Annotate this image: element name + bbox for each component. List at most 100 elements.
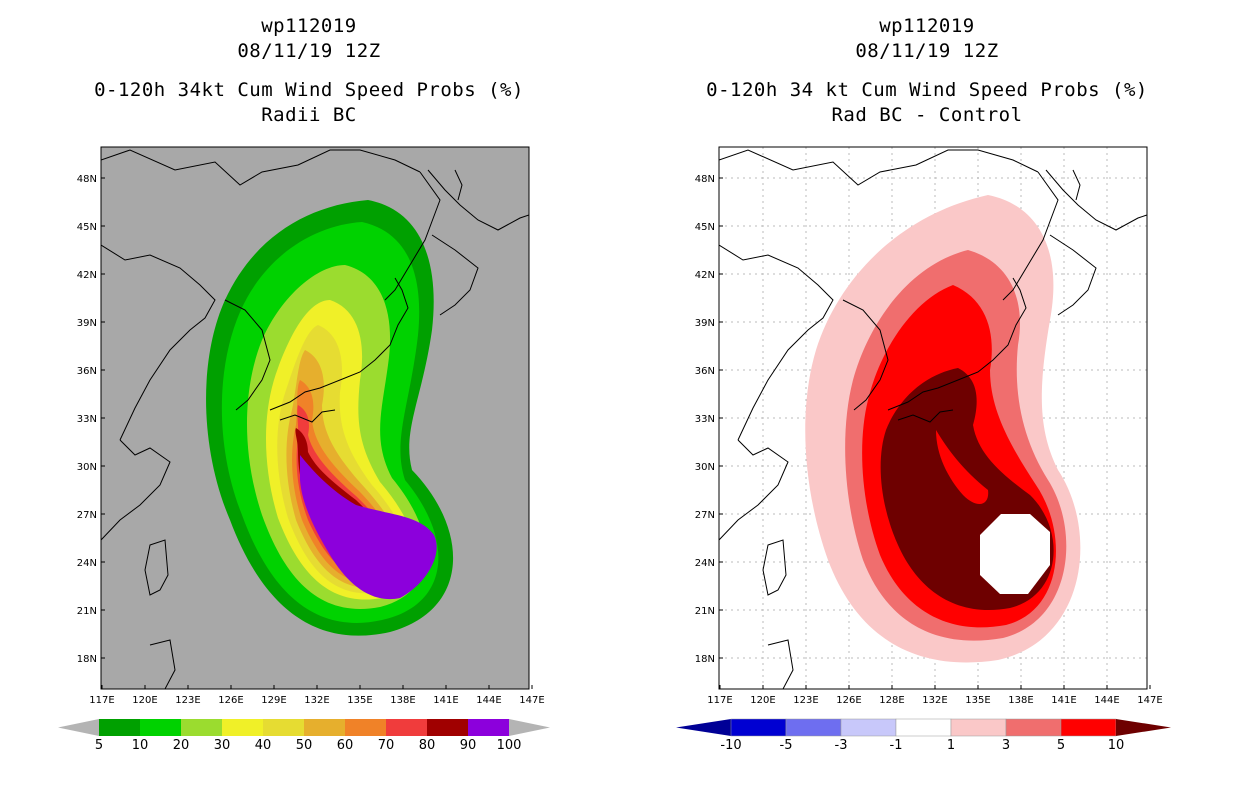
lat-label: 33N: [77, 414, 97, 425]
lat-label: 27N: [695, 510, 715, 521]
colorbar-swatch: [222, 719, 263, 736]
colorbar-label: -1: [890, 738, 903, 753]
lon-label: 120E: [750, 695, 775, 706]
left-lat-labels: 48N 45N 42N 39N 36N 33N 30N 27N 24N 21N 18N: [77, 174, 105, 665]
colorbar-swatch: [730, 718, 787, 737]
colorbar-label: 60: [337, 738, 354, 753]
lon-label: 144E: [476, 695, 501, 706]
lon-label: 126E: [836, 695, 861, 706]
colorbar-swatch: [1005, 718, 1062, 737]
lat-label: 48N: [77, 174, 97, 185]
colorbar-swatch: [140, 719, 181, 736]
colorbar-label: 50: [296, 738, 313, 753]
colorbar-swatch: [840, 718, 897, 737]
colorbar-swatch: [181, 719, 222, 736]
right-storm-id: wp112019: [879, 15, 975, 37]
lon-label: 117E: [89, 695, 114, 706]
lat-label: 42N: [77, 270, 97, 281]
lon-label: 123E: [793, 695, 818, 706]
lon-label: 138E: [1008, 695, 1033, 706]
colorbar-label: 40: [255, 738, 272, 753]
left-subtitle: Radii BC: [261, 104, 357, 126]
lat-label: 33N: [695, 414, 715, 425]
colorbar-label: 100: [497, 738, 522, 753]
colorbar-label: 20: [173, 738, 190, 753]
lon-label: 132E: [304, 695, 329, 706]
right-coastlines: [719, 149, 1147, 689]
colorbar-label: 30: [214, 738, 231, 753]
colorbar-swatch: [304, 719, 345, 736]
lat-label: 21N: [695, 606, 715, 617]
colorbar-label: 1: [947, 738, 955, 753]
left-product-title: 0-120h 34kt Cum Wind Speed Probs (%): [94, 79, 524, 101]
left-colorbar: 5 10 20 30 40 50 60 70 80 90 100: [58, 719, 550, 753]
right-titles: wp112019 08/11/19 12Z 0-120h 34 kt Cum W…: [618, 14, 1236, 128]
colorbar-label: -3: [835, 738, 848, 753]
lat-label: 18N: [695, 654, 715, 665]
lon-label: 147E: [1137, 695, 1162, 706]
lat-label: 39N: [77, 318, 97, 329]
colorbar-label: 90: [460, 738, 477, 753]
lat-label: 42N: [695, 270, 715, 281]
lon-label: 132E: [922, 695, 947, 706]
colorbar-label: 70: [378, 738, 395, 753]
colorbar-label: 80: [419, 738, 436, 753]
lon-label: 141E: [433, 695, 458, 706]
left-probability-shading: [206, 200, 454, 636]
colorbar-swatch: [263, 719, 304, 736]
right-subtitle: Rad BC - Control: [831, 104, 1023, 126]
right-colorbar: -10 -5 -3 -1 1 3 5 10: [676, 718, 1171, 753]
colorbar-label: 3: [1002, 738, 1010, 753]
lat-label: 30N: [695, 462, 715, 473]
lon-label: 120E: [132, 695, 157, 706]
lon-label: 128E: [879, 695, 904, 706]
right-product-title: 0-120h 34 kt Cum Wind Speed Probs (%): [706, 79, 1148, 101]
colorbar-label: 5: [95, 738, 103, 753]
right-panel: wp112019 08/11/19 12Z 0-120h 34 kt Cum W…: [618, 0, 1236, 800]
left-panel: wp112019 08/11/19 12Z 0-120h 34kt Cum Wi…: [58, 15, 550, 753]
left-coastlines: [101, 149, 529, 689]
lon-label: 123E: [175, 695, 200, 706]
lat-label: 21N: [77, 606, 97, 617]
lon-label: 144E: [1094, 695, 1119, 706]
left-storm-id: wp112019: [261, 15, 357, 37]
colorbar-label: 10: [132, 738, 149, 753]
lat-label: 36N: [695, 366, 715, 377]
colorbar-label: -5: [780, 738, 793, 753]
lon-label: 138E: [390, 695, 415, 706]
colorbar-swatch: [785, 718, 842, 737]
colorbar-low-arrow: [676, 719, 731, 736]
lat-label: 24N: [695, 558, 715, 569]
lat-label: 18N: [77, 654, 97, 665]
colorbar-high-arrow: [509, 719, 550, 736]
right-difference-shading: [805, 195, 1081, 663]
left-map: 48N 45N 42N 39N 36N 33N 30N 27N 24N 21N 18N 117E 12…: [58, 146, 550, 753]
lat-label: 30N: [77, 462, 97, 473]
colorbar-label: 5: [1057, 738, 1065, 753]
colorbar-swatch: [468, 719, 509, 736]
lat-label: 36N: [77, 366, 97, 377]
colorbar-swatch: [99, 719, 140, 736]
left-lon-labels: 117E 120E 123E 126E 129E 132E 135E 138E 141E 144E…: [89, 685, 545, 706]
colorbar-swatch: [1060, 718, 1117, 737]
lat-label: 39N: [695, 318, 715, 329]
right-map: 48N 45N 42N 39N 36N 33N 30N 27N 24N 21N 18N 117E 12…: [676, 146, 1171, 753]
colorbar-swatch: [386, 719, 427, 736]
lon-label: 129E: [261, 695, 286, 706]
colorbar-swatch: [427, 719, 468, 736]
colorbar-high-arrow: [1116, 719, 1171, 736]
colorbar-label: -10: [720, 738, 741, 753]
lat-label: 48N: [695, 174, 715, 185]
right-lat-labels: 48N 45N 42N 39N 36N 33N 30N 27N 24N 21N 18N: [695, 174, 723, 665]
lat-label: 24N: [77, 558, 97, 569]
lon-label: 141E: [1051, 695, 1076, 706]
lon-label: 126E: [218, 695, 243, 706]
lon-label: 135E: [347, 695, 372, 706]
colorbar-swatch: [345, 719, 386, 736]
colorbar-swatch: [950, 718, 1007, 737]
colorbar-label: 10: [1108, 738, 1125, 753]
colorbar-low-arrow: [58, 719, 99, 736]
lon-label: 147E: [519, 695, 544, 706]
lat-label: 27N: [77, 510, 97, 521]
left-date: 08/11/19 12Z: [237, 40, 381, 62]
